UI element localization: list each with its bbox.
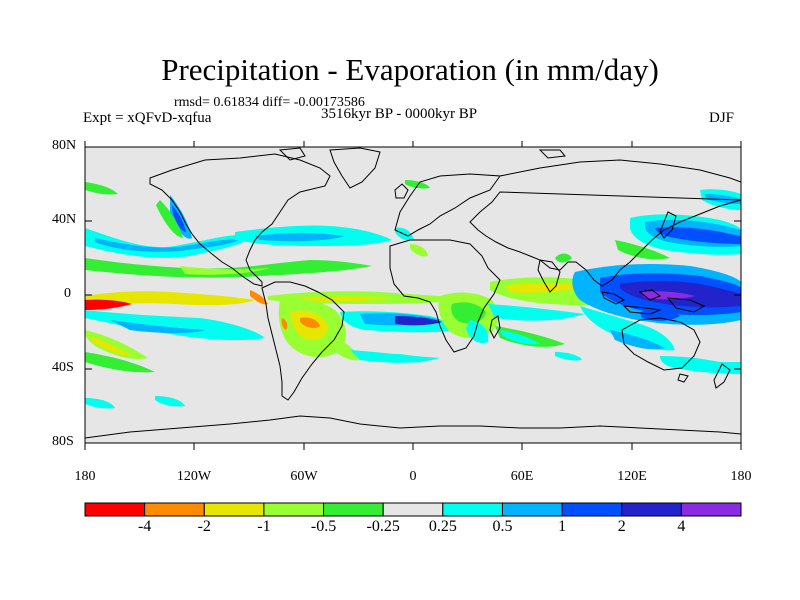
experiment-label: Expt = xQFvD-xqfua bbox=[83, 110, 212, 126]
colorbar-label: -0.5 bbox=[310, 518, 337, 535]
season-label: DJF bbox=[709, 110, 735, 126]
colorbar-label: 4 bbox=[677, 518, 686, 535]
lon-tick-label: 120W bbox=[176, 469, 212, 484]
lon-tick-label: 180 bbox=[730, 469, 752, 484]
lon-tick-label: 60E bbox=[510, 469, 534, 484]
colorbar-label: -4 bbox=[137, 518, 152, 535]
colorbar-label: -0.25 bbox=[366, 518, 400, 535]
lon-tick-label: 60W bbox=[290, 469, 318, 484]
lon-tick-label: 180 bbox=[74, 469, 96, 484]
period-label: 3516kyr BP - 0000kyr BP bbox=[321, 106, 478, 122]
lon-tick-label: 0 bbox=[409, 469, 417, 484]
lat-tick-label: 80N bbox=[52, 138, 77, 153]
colorbar-swatch bbox=[501, 502, 563, 517]
colorbar-swatch bbox=[382, 502, 444, 517]
colorbar-label: 0.25 bbox=[428, 518, 457, 535]
colorbar-label: -1 bbox=[257, 518, 271, 535]
colorbar-label: -2 bbox=[197, 518, 211, 535]
figure-title: Precipitation - Evaporation (in mm/day) bbox=[161, 52, 659, 87]
colorbar-label: 2 bbox=[617, 518, 626, 535]
lat-tick-label: 0 bbox=[64, 286, 71, 301]
lat-tick-label: 40S bbox=[52, 360, 74, 375]
lat-tick-label: 80S bbox=[52, 434, 74, 449]
colorbar-label: 1 bbox=[558, 518, 567, 535]
colorbar-swatch bbox=[84, 502, 146, 517]
colorbar-label: 0.5 bbox=[492, 518, 513, 535]
coastlines bbox=[85, 147, 741, 439]
colorbar bbox=[84, 502, 742, 517]
colorbar-swatch bbox=[323, 502, 384, 517]
colorbar-swatch bbox=[203, 502, 265, 517]
colorbar-swatch bbox=[442, 502, 503, 517]
lat-tick-label: 40N bbox=[52, 212, 77, 227]
colorbar-swatch bbox=[561, 502, 623, 517]
stats-label: rmsd= 0.61834 diff= -0.00173586 bbox=[174, 95, 365, 110]
colorbar-swatch bbox=[621, 502, 682, 517]
colorbar-swatch bbox=[144, 502, 205, 517]
colorbar-swatch bbox=[263, 502, 325, 517]
axis-ticks bbox=[84, 141, 742, 450]
colorbar-swatch bbox=[680, 502, 742, 517]
lon-tick-label: 120E bbox=[617, 469, 647, 484]
